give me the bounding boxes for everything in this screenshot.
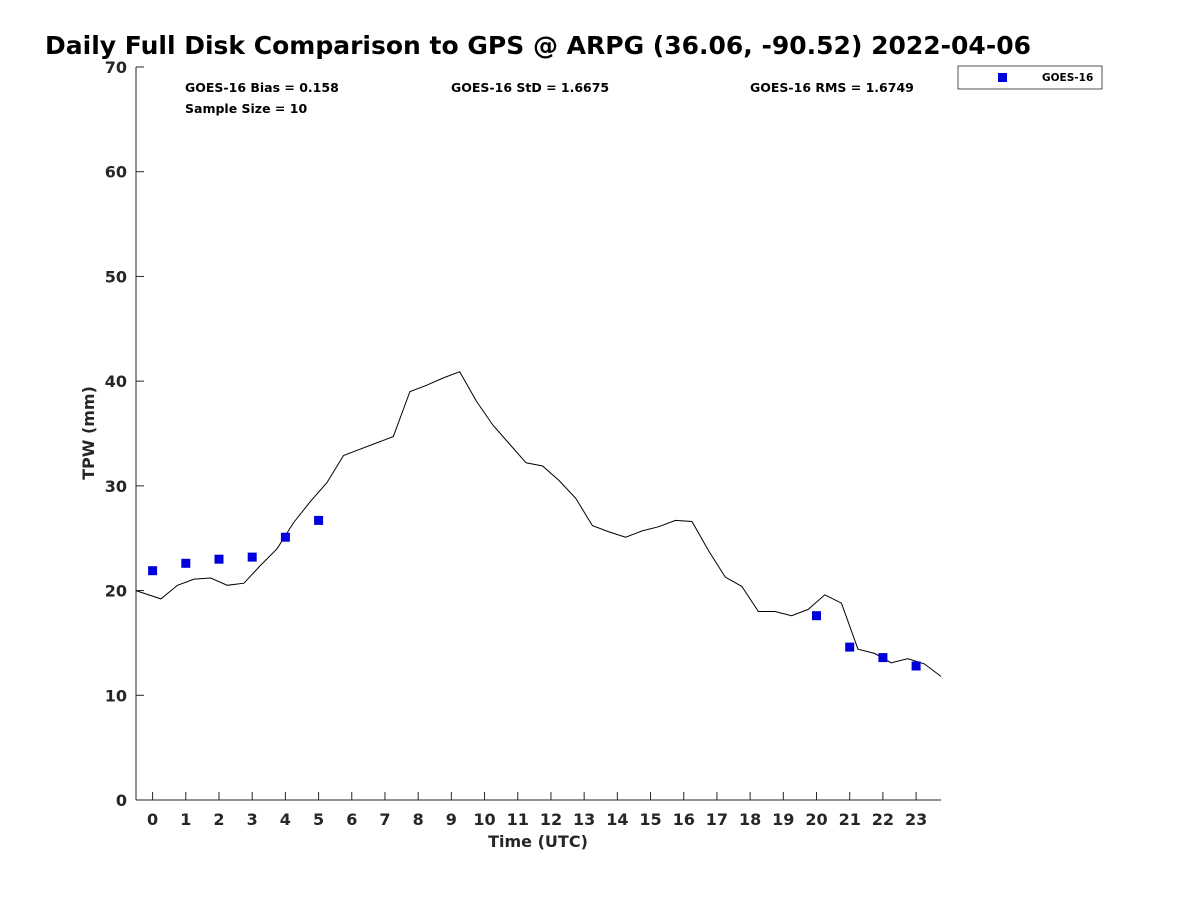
legend-label-goes16: GOES-16	[1042, 72, 1093, 84]
y-axis-label: TPW (mm)	[79, 386, 98, 480]
x-tick-label: 1	[180, 810, 191, 829]
x-tick-label: 19	[772, 810, 794, 829]
data-point-goes16	[845, 642, 855, 652]
data-point-goes16	[214, 554, 224, 564]
x-tick-label: 3	[247, 810, 258, 829]
x-tick-label: 16	[673, 810, 695, 829]
y-tick-label: 70	[105, 58, 127, 77]
plot-axes	[135, 67, 941, 801]
x-tick-label: 11	[507, 810, 529, 829]
x-tick-label: 2	[213, 810, 224, 829]
legend-box	[957, 65, 1103, 90]
y-tick-label: 60	[105, 163, 127, 182]
x-ticks: 0 1 2 3 4 5 6 7 8 9 10 11 12 13 14 15 16 17 18 19 20 21 22 23	[147, 792, 927, 829]
x-tick-label: 17	[706, 810, 728, 829]
y-tick-label: 40	[105, 372, 127, 391]
x-tick-label: 20	[805, 810, 827, 829]
y-tick-label: 0	[116, 791, 127, 810]
rms-stat: GOES-16 RMS = 1.6749	[750, 80, 914, 95]
x-tick-label: 15	[639, 810, 661, 829]
x-tick-label: 0	[147, 810, 158, 829]
data-point-goes16	[148, 566, 158, 576]
data-point-goes16	[280, 532, 290, 542]
legend: GOES-16	[957, 65, 1103, 90]
x-tick-label: 7	[379, 810, 390, 829]
goes16-points	[148, 515, 921, 671]
legend-marker-goes16	[998, 73, 1007, 82]
data-point-goes16	[878, 653, 888, 663]
x-tick-label: 13	[573, 810, 595, 829]
data-point-goes16	[812, 611, 821, 621]
x-tick-label: 10	[473, 810, 495, 829]
y-ticks: 0 10 20 30 40 50 60 70	[105, 58, 144, 810]
x-tick-label: 23	[905, 810, 927, 829]
std-stat: GOES-16 StD = 1.6675	[451, 80, 609, 95]
sample-size-stat: Sample Size = 10	[185, 101, 307, 116]
data-point-goes16	[181, 558, 191, 568]
x-tick-label: 9	[446, 810, 457, 829]
y-tick-label: 20	[105, 582, 127, 601]
y-tick-label: 50	[105, 267, 127, 286]
chart-title: Daily Full Disk Comparison to GPS @ ARPG…	[45, 31, 1031, 60]
gps-reference-line	[135, 371, 942, 677]
x-tick-label: 22	[872, 810, 894, 829]
x-axis-label: Time (UTC)	[488, 832, 588, 851]
x-tick-label: 5	[313, 810, 324, 829]
data-point-goes16	[314, 515, 324, 525]
data-point-goes16	[911, 661, 921, 671]
y-tick-label: 10	[105, 686, 127, 705]
x-tick-label: 12	[540, 810, 562, 829]
x-tick-label: 18	[739, 810, 761, 829]
data-point-goes16	[247, 552, 257, 562]
bias-stat: GOES-16 Bias = 0.158	[185, 80, 339, 95]
y-tick-label: 30	[105, 477, 127, 496]
x-tick-label: 14	[606, 810, 628, 829]
x-tick-label: 21	[839, 810, 861, 829]
x-tick-label: 4	[280, 810, 291, 829]
x-tick-label: 8	[413, 810, 424, 829]
x-tick-label: 6	[346, 810, 357, 829]
